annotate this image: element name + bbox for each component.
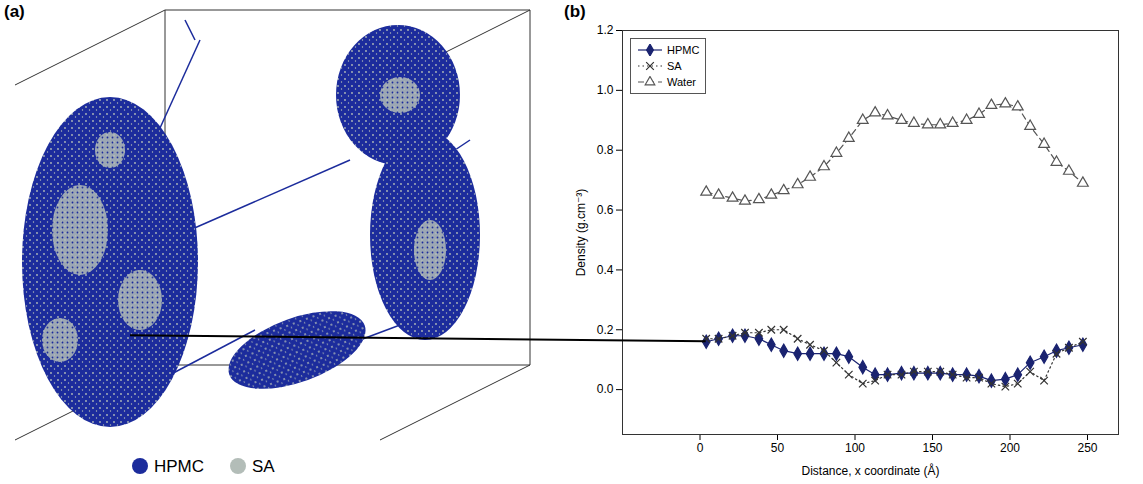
html-text:SA: SA — [667, 60, 682, 72]
svg-text:250: 250 — [1077, 441, 1097, 455]
svg-text:Distance, x coordinate (Å): Distance, x coordinate (Å) — [801, 463, 939, 478]
svg-text:0.0: 0.0 — [597, 382, 614, 396]
svg-text:0: 0 — [697, 441, 704, 455]
html-text:(b): (b) — [564, 2, 586, 21]
svg-text:50: 50 — [771, 441, 785, 455]
svg-text:0.8: 0.8 — [597, 143, 614, 157]
html-text:Water: Water — [667, 76, 696, 88]
svg-text:HPMC: HPMC — [154, 457, 204, 476]
html-text:HPMC: HPMC — [667, 44, 700, 56]
html-text:(a): (a) — [4, 2, 25, 21]
svg-text:0.6: 0.6 — [597, 203, 614, 217]
svg-text:1.2: 1.2 — [597, 23, 614, 37]
svg-text:100: 100 — [845, 441, 865, 455]
svg-text:200: 200 — [1000, 441, 1020, 455]
svg-text:1.0: 1.0 — [597, 83, 614, 97]
svg-text:0.2: 0.2 — [597, 323, 614, 337]
svg-text:Density (g.cm⁻³): Density (g.cm⁻³) — [574, 189, 588, 277]
svg-text:0.4: 0.4 — [597, 263, 614, 277]
svg-text:SA: SA — [252, 457, 275, 476]
svg-text:150: 150 — [922, 441, 942, 455]
